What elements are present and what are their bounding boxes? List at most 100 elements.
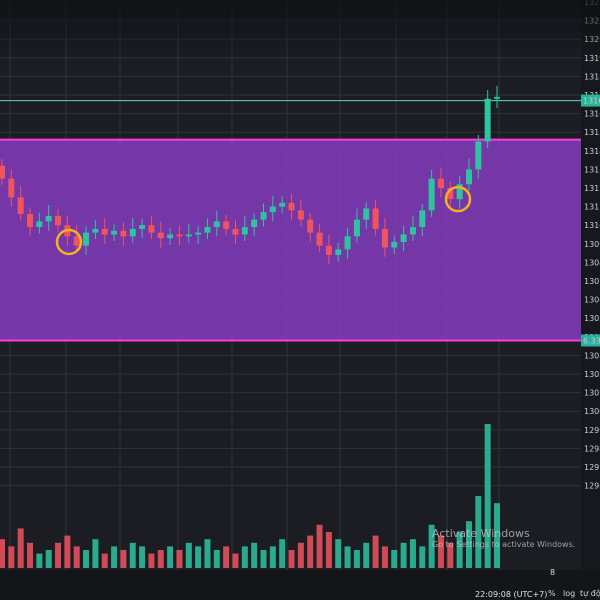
volume-bar bbox=[185, 542, 192, 568]
candle-up bbox=[36, 221, 43, 228]
volume-bar bbox=[419, 546, 426, 568]
price-tick-label: 1305 bbox=[584, 314, 600, 323]
volume-bar bbox=[167, 546, 174, 568]
price-tick-label: 1310 bbox=[584, 221, 600, 230]
volume-bar bbox=[73, 546, 80, 568]
candle-up bbox=[260, 212, 267, 220]
volume-bar bbox=[428, 524, 435, 568]
volume-bar bbox=[363, 542, 370, 568]
log-scale-button[interactable]: log bbox=[563, 589, 576, 598]
volume-bar bbox=[204, 539, 211, 568]
volume-bar bbox=[288, 550, 295, 568]
candle-up bbox=[167, 234, 174, 239]
watermark-title: Activate Windows bbox=[432, 527, 530, 540]
price-tick-label: 1308 bbox=[584, 258, 600, 267]
volume-bar bbox=[437, 535, 444, 568]
volume-bar bbox=[0, 539, 5, 568]
candle-up bbox=[409, 227, 416, 235]
zone-bottom-tag bbox=[581, 334, 600, 347]
price-tick-label: 1297 bbox=[584, 463, 600, 472]
candle-up bbox=[185, 234, 192, 237]
candle-down bbox=[325, 245, 332, 255]
candle-up bbox=[111, 230, 118, 235]
candle-up bbox=[335, 249, 342, 255]
volume-bar bbox=[241, 546, 248, 568]
volume-bar bbox=[456, 532, 463, 568]
candle-up bbox=[494, 96, 500, 99]
price-tick-label: 1320 bbox=[584, 35, 600, 44]
candle-down bbox=[8, 178, 15, 198]
candle-down bbox=[223, 221, 230, 229]
auto-scale-button[interactable]: tự độn bbox=[580, 589, 600, 598]
volume-bar bbox=[195, 546, 202, 568]
price-tick-label: 1315 bbox=[584, 128, 600, 137]
volume-bar bbox=[297, 542, 304, 568]
volume-bar bbox=[27, 542, 34, 568]
candle-down bbox=[27, 214, 34, 228]
price-tick-label: 1306 bbox=[584, 296, 600, 305]
volume-bar bbox=[400, 542, 407, 568]
volume-bar bbox=[101, 553, 108, 568]
highlight-circles bbox=[55, 185, 472, 256]
candle-up bbox=[484, 98, 491, 142]
volume-bar bbox=[120, 550, 127, 568]
volume-bar bbox=[148, 553, 155, 568]
volume-bar bbox=[316, 524, 323, 568]
price-tick-label: 1313 bbox=[584, 165, 600, 174]
candle-up bbox=[456, 184, 463, 200]
volume-bar bbox=[64, 535, 71, 568]
candle-down bbox=[316, 232, 323, 246]
price-axis[interactable] bbox=[581, 0, 600, 600]
price-tick-label: 1322 bbox=[584, 0, 600, 7]
candle-up bbox=[428, 178, 435, 211]
price-tick-label: 1314 bbox=[584, 147, 600, 156]
candle-up bbox=[195, 232, 202, 235]
candle-up bbox=[269, 206, 276, 213]
volume-bar bbox=[213, 550, 220, 568]
percent-scale-button[interactable]: % bbox=[548, 589, 556, 598]
volume-bar bbox=[36, 553, 43, 568]
candle-up bbox=[475, 141, 482, 170]
candle-down bbox=[381, 228, 388, 248]
candle-up bbox=[400, 234, 407, 242]
candle-down bbox=[437, 178, 444, 188]
clock-readout[interactable]: 22:09:08 (UTC+7) bbox=[475, 590, 548, 599]
volume-bar bbox=[232, 553, 239, 568]
volume-bar bbox=[157, 550, 164, 568]
volume-bar bbox=[409, 539, 416, 568]
current-price-tag bbox=[581, 94, 600, 107]
candle-up bbox=[92, 228, 99, 233]
candle-down bbox=[297, 210, 304, 220]
price-tick-label: 1303 bbox=[584, 351, 600, 360]
candle-down bbox=[307, 219, 314, 233]
candle-down bbox=[73, 236, 80, 246]
volume-bar bbox=[176, 550, 183, 568]
candle-up bbox=[363, 208, 370, 220]
price-tick-label: 1309 bbox=[584, 240, 600, 249]
range-value[interactable]: 8 bbox=[550, 568, 556, 577]
price-tick-label: 1318 bbox=[584, 72, 600, 81]
volume-bar bbox=[251, 542, 258, 568]
bottom-status-bar bbox=[0, 570, 600, 600]
candle-down bbox=[0, 165, 5, 179]
price-tick-label: 1300 bbox=[584, 407, 600, 416]
volume-bar bbox=[129, 542, 136, 568]
activate-windows-watermark: Activate Windows Go to Settings to activ… bbox=[432, 527, 575, 550]
price-tick-label: 1298 bbox=[584, 444, 600, 453]
volume-bar bbox=[372, 535, 379, 568]
volume-bar bbox=[494, 503, 500, 568]
volume-bar bbox=[223, 546, 230, 568]
candle-down bbox=[17, 197, 24, 215]
candle-up bbox=[279, 202, 286, 207]
volume-bar bbox=[325, 532, 332, 568]
volume-bar bbox=[279, 539, 286, 568]
price-tick-label: 1302 bbox=[584, 370, 600, 379]
volume-bar bbox=[111, 546, 118, 568]
volume-bar bbox=[344, 546, 351, 568]
